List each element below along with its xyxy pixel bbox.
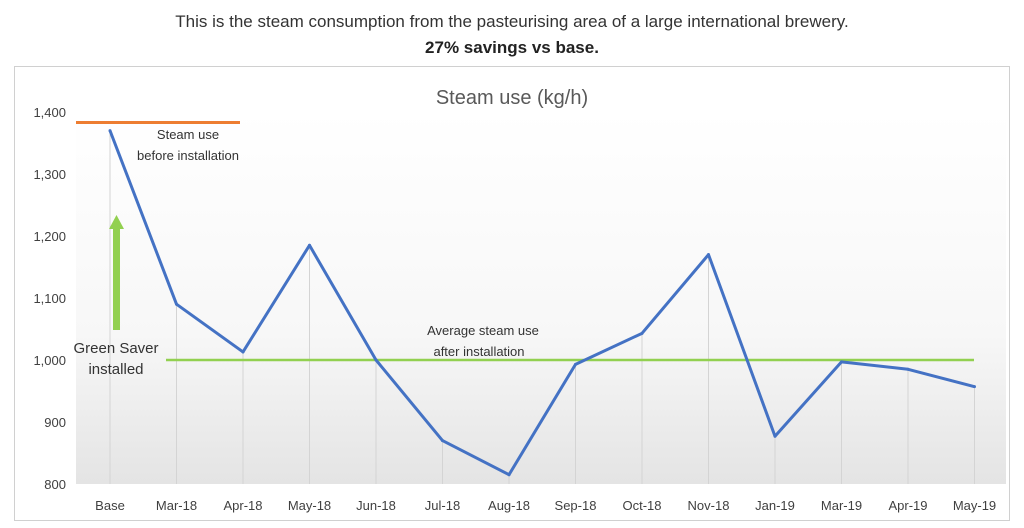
reference-lines [76, 121, 974, 362]
headline: This is the steam consumption from the p… [175, 12, 849, 31]
green-saver-arrow [109, 215, 124, 330]
series-layer [108, 129, 976, 477]
green-saver-label-line1: Green Saver [73, 340, 158, 357]
x-tick-label: Mar-18 [156, 498, 197, 513]
green-saver-label-line2: installed [88, 361, 143, 378]
x-tick-label: Apr-18 [223, 498, 262, 513]
data-point [640, 331, 644, 335]
y-tick-label: 1,100 [33, 291, 66, 306]
arrow-head [109, 215, 124, 229]
x-tick-label: May-18 [288, 498, 331, 513]
data-point [374, 358, 378, 362]
x-tick-label: Aug-18 [488, 498, 530, 513]
x-tick-label: Apr-19 [888, 498, 927, 513]
y-axis-ticks: 800 900 1,000 1,100 1,200 1,300 1,400 [33, 105, 66, 492]
y-tick-label: 900 [44, 415, 66, 430]
x-tick-label: May-19 [953, 498, 996, 513]
data-point [441, 439, 444, 443]
average-label-line2: after installation [433, 344, 524, 359]
arrow-shaft [113, 228, 120, 330]
data-point [973, 385, 976, 389]
steam-use-series-line [108, 130, 975, 477]
before-label-line1: Steam use [157, 127, 219, 142]
x-tick-label: Jul-18 [425, 498, 460, 513]
x-tick-label: Jun-18 [356, 498, 396, 513]
data-point [241, 350, 245, 354]
x-tick-label: Mar-19 [821, 498, 862, 513]
x-axis-ticks: Base Mar-18 Apr-18 May-18 Jun-18 Jul-18 Aug-18… [95, 498, 996, 513]
data-point [108, 129, 112, 133]
data-point [507, 473, 511, 477]
y-tick-label: 800 [44, 477, 66, 492]
y-tick-label: 1,300 [33, 167, 66, 182]
average-label-line1: Average steam use [427, 323, 539, 338]
data-point [906, 367, 910, 371]
savings-summary: 27% savings vs base. [425, 38, 599, 57]
x-tick-label: Sep-18 [555, 498, 597, 513]
data-point [707, 253, 710, 257]
x-tick-label: Base [95, 498, 125, 513]
data-point [308, 243, 311, 247]
drop-lines [109, 130, 975, 484]
chart-title: Steam use (kg/h) [436, 87, 588, 109]
x-tick-label: Oct-18 [622, 498, 661, 513]
data-point [840, 360, 843, 364]
data-point [574, 362, 577, 366]
x-tick-label: Jan-19 [755, 498, 795, 513]
y-tick-label: 1,200 [33, 229, 66, 244]
plot-background [76, 112, 1006, 484]
y-tick-label: 1,000 [33, 353, 66, 368]
data-point [175, 302, 178, 306]
before-label-line2: before installation [137, 148, 239, 163]
y-tick-label: 1,400 [33, 105, 66, 120]
x-tick-label: Nov-18 [688, 498, 730, 513]
data-point [773, 434, 777, 438]
